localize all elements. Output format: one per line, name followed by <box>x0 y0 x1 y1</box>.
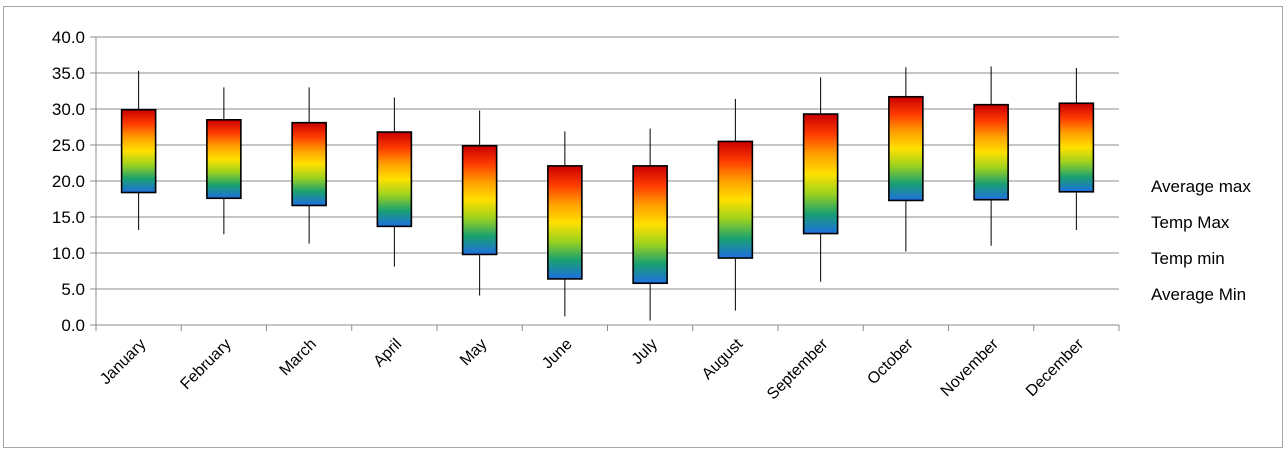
candle-box <box>206 119 242 200</box>
y-tick-label: 30.0 <box>52 100 85 119</box>
y-tick-label: 5.0 <box>61 280 85 299</box>
legend-entry: Average max <box>1151 177 1251 196</box>
chart-area: 0.0 5.0 10.0 15.0 20.0 25.0 30.0 35.0 40.0 Janua… <box>3 6 1283 448</box>
legend-entry: Temp Max <box>1151 213 1230 232</box>
axes <box>90 36 1120 331</box>
candles <box>120 66 1095 321</box>
candle-box <box>632 165 668 285</box>
y-axis-ticks: 0.0 5.0 10.0 15.0 20.0 25.0 30.0 35.0 40.0 <box>52 28 85 335</box>
candle-box <box>973 103 1009 201</box>
y-tick-label: 40.0 <box>52 28 85 47</box>
candle-box <box>120 108 157 194</box>
x-tick-label: April <box>371 336 406 371</box>
y-tick-label: 10.0 <box>52 244 85 263</box>
candlestick-chart: 0.0 5.0 10.0 15.0 20.0 25.0 30.0 35.0 40.0 Janua… <box>52 28 1251 403</box>
x-tick-label: November <box>938 335 1003 400</box>
x-tick-label: December <box>1023 335 1088 400</box>
candle-box <box>291 121 327 207</box>
y-tick-label: 0.0 <box>61 316 85 335</box>
x-tick-label: March <box>276 336 319 379</box>
x-tick-label: February <box>177 336 234 393</box>
candle-box <box>802 113 839 235</box>
y-tick-label: 20.0 <box>52 172 85 191</box>
candle-box <box>547 165 583 280</box>
x-axis-ticks: January February March April May June July Augu… <box>97 335 1087 403</box>
x-tick-label: January <box>97 336 149 388</box>
legend-entry: Temp min <box>1151 249 1225 268</box>
y-tick-label: 25.0 <box>52 136 85 155</box>
legend: Average max Temp Max Temp min Average Min <box>1151 177 1251 304</box>
candle-box <box>1058 102 1095 193</box>
candle-box <box>461 144 498 256</box>
x-tick-label: May <box>457 336 490 369</box>
x-tick-label: August <box>699 335 747 383</box>
x-tick-label: June <box>539 336 576 373</box>
candle-box <box>376 131 413 228</box>
y-tick-label: 35.0 <box>52 64 85 83</box>
legend-entry: Average Min <box>1151 285 1246 304</box>
candle-box <box>717 140 754 259</box>
x-tick-label: October <box>864 335 917 388</box>
gridlines <box>96 36 1119 290</box>
x-tick-label: September <box>764 335 832 403</box>
candle-box <box>888 95 924 202</box>
x-tick-label: July <box>629 336 661 368</box>
y-tick-label: 15.0 <box>52 208 85 227</box>
